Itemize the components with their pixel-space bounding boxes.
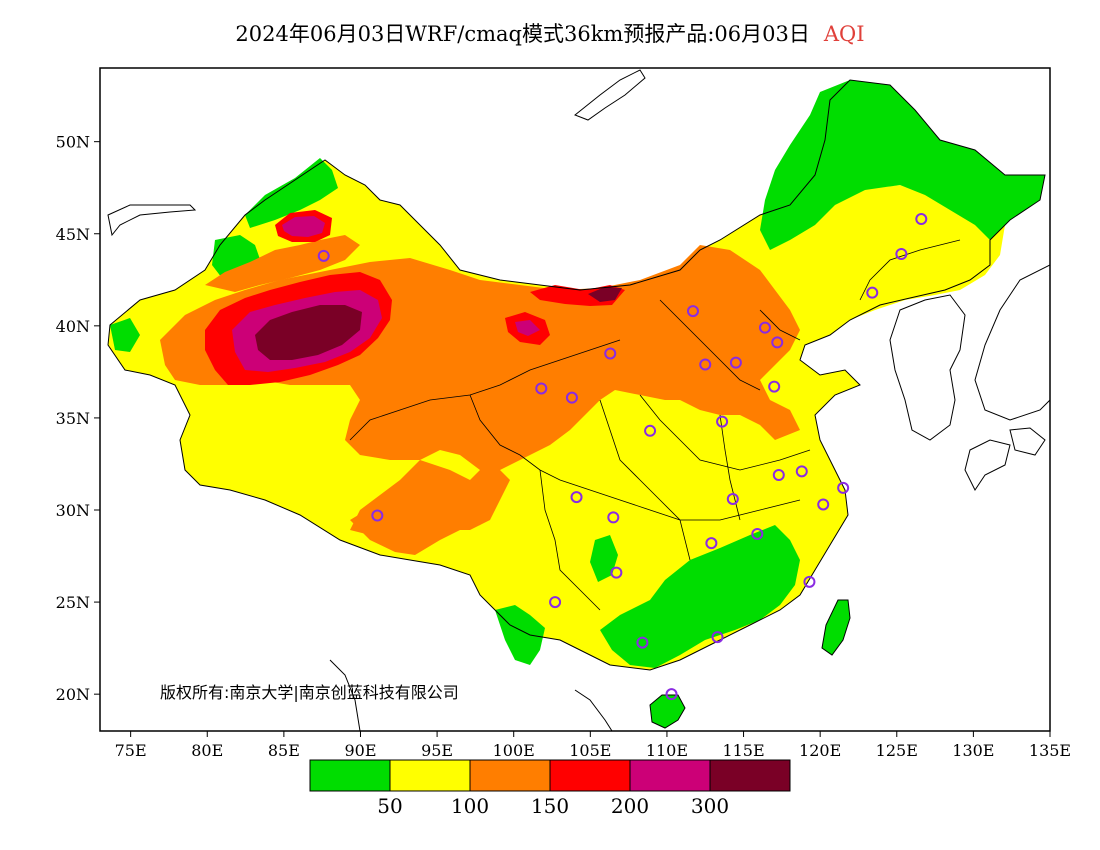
y-tick-label: 35N (56, 409, 90, 428)
aqi-field (107, 69, 1050, 731)
station-marker (317, 249, 330, 262)
station-marker (726, 492, 739, 505)
x-tick-label: 120E (799, 741, 841, 760)
station-marker (759, 321, 771, 334)
legend-swatch (309, 759, 391, 792)
station-marker (665, 688, 678, 701)
station-marker (711, 631, 724, 644)
x-tick-label: 110E (646, 741, 688, 760)
station-marker (570, 491, 583, 504)
y-tick-label: 50N (56, 133, 90, 152)
station-marker (837, 481, 850, 494)
station-markers (317, 213, 928, 701)
station-marker (729, 356, 742, 369)
station-marker (604, 347, 617, 360)
station-marker (607, 511, 620, 524)
legend-label: 150 (531, 794, 569, 818)
station-marker (644, 424, 657, 437)
x-tick-label: 115E (722, 741, 764, 760)
station-marker (716, 415, 729, 428)
legend-swatch (709, 759, 791, 792)
station-marker (565, 391, 578, 404)
legend-swatch (389, 759, 471, 792)
station-marker (915, 213, 928, 226)
x-tick-label: 105E (569, 741, 611, 760)
station-marker (803, 575, 816, 588)
station-marker (895, 248, 908, 261)
x-tick-label: 130E (952, 741, 994, 760)
title-variable: AQI (823, 22, 865, 46)
aqi-zone-magenta-junggar (282, 216, 325, 237)
aqi-zone-yellow-northeast-band (800, 195, 990, 320)
aqi-legend: 50 100 150 200 300 (309, 759, 791, 818)
x-tick-label: 100E (493, 741, 535, 760)
x-tick-label: 85E (268, 741, 300, 760)
x-tick-label: 80E (191, 741, 223, 760)
station-marker (705, 537, 718, 550)
title-text: 2024年06月03日WRF/cmaq模式36km预报产品:06月03日 (235, 22, 810, 46)
station-marker (768, 380, 781, 393)
map-frame (99, 67, 1051, 732)
y-axis: 50N 45N 40N 35N 30N 25N 20N (56, 133, 100, 704)
korea-outline (889, 294, 966, 441)
aqi-zone-orange-tibet-south (350, 478, 495, 555)
aqi-zone-green-northeast (760, 80, 1045, 250)
indochina-outline (329, 659, 613, 731)
aqi-zone-green-yunnan (495, 605, 545, 665)
station-marker (772, 469, 785, 482)
y-tick-label: 40N (56, 317, 90, 336)
y-tick-label: 20N (56, 685, 90, 704)
legend-swatch (629, 759, 711, 792)
station-marker (699, 358, 712, 371)
legend-label: 50 (377, 794, 402, 818)
legend-swatch (549, 759, 631, 792)
y-tick-label: 45N (56, 225, 90, 244)
x-tick-label: 135E (1029, 741, 1071, 760)
station-marker (371, 509, 384, 522)
aqi-zone-magenta-gansu (515, 320, 540, 336)
legend-swatch (469, 759, 551, 792)
aqi-zone-maroon-alxa (588, 287, 622, 302)
x-axis: 75E 80E 85E 90E 95E 100E 105E 110E 115E 120E 125E 1… (115, 731, 1071, 760)
copyright-text: 版权所有:南京大学|南京创蓝科技有限公司 (160, 683, 459, 702)
aqi-zone-green-altai (245, 158, 338, 228)
y-tick-label: 30N (56, 501, 90, 520)
aqi-zone-green-south (600, 525, 800, 668)
station-marker (535, 382, 548, 395)
china-border (107, 79, 1046, 671)
y-tick-label: 25N (56, 593, 90, 612)
station-marker (751, 527, 764, 540)
station-marker (817, 498, 830, 511)
island-hainan (649, 694, 686, 729)
station-marker (686, 305, 699, 318)
balkhash-outline (107, 204, 197, 237)
x-tick-label: 125E (876, 741, 918, 760)
legend-label: 300 (691, 794, 729, 818)
province-lines (349, 239, 961, 611)
aqi-zone-green-pamir (110, 318, 140, 352)
x-tick-label: 75E (115, 741, 147, 760)
island-taiwan (821, 599, 851, 656)
baikal-outline (574, 69, 646, 121)
station-marker (866, 286, 879, 299)
legend-label: 200 (611, 794, 649, 818)
aqi-zone-orange-xinjiang-north (205, 235, 360, 292)
station-marker (636, 636, 649, 649)
station-marker (549, 596, 562, 609)
x-tick-label: 95E (421, 741, 453, 760)
x-tick-label: 90E (344, 741, 376, 760)
legend-label: 100 (451, 794, 489, 818)
map-title: 2024年06月03日WRF/cmaq模式36km预报产品:06月03日 AQI (0, 18, 1100, 48)
aqi-zone-maroon-tarim (255, 305, 362, 360)
station-marker (610, 566, 623, 579)
station-marker (771, 336, 784, 349)
japan-outline (964, 264, 1050, 491)
station-marker (795, 465, 808, 478)
